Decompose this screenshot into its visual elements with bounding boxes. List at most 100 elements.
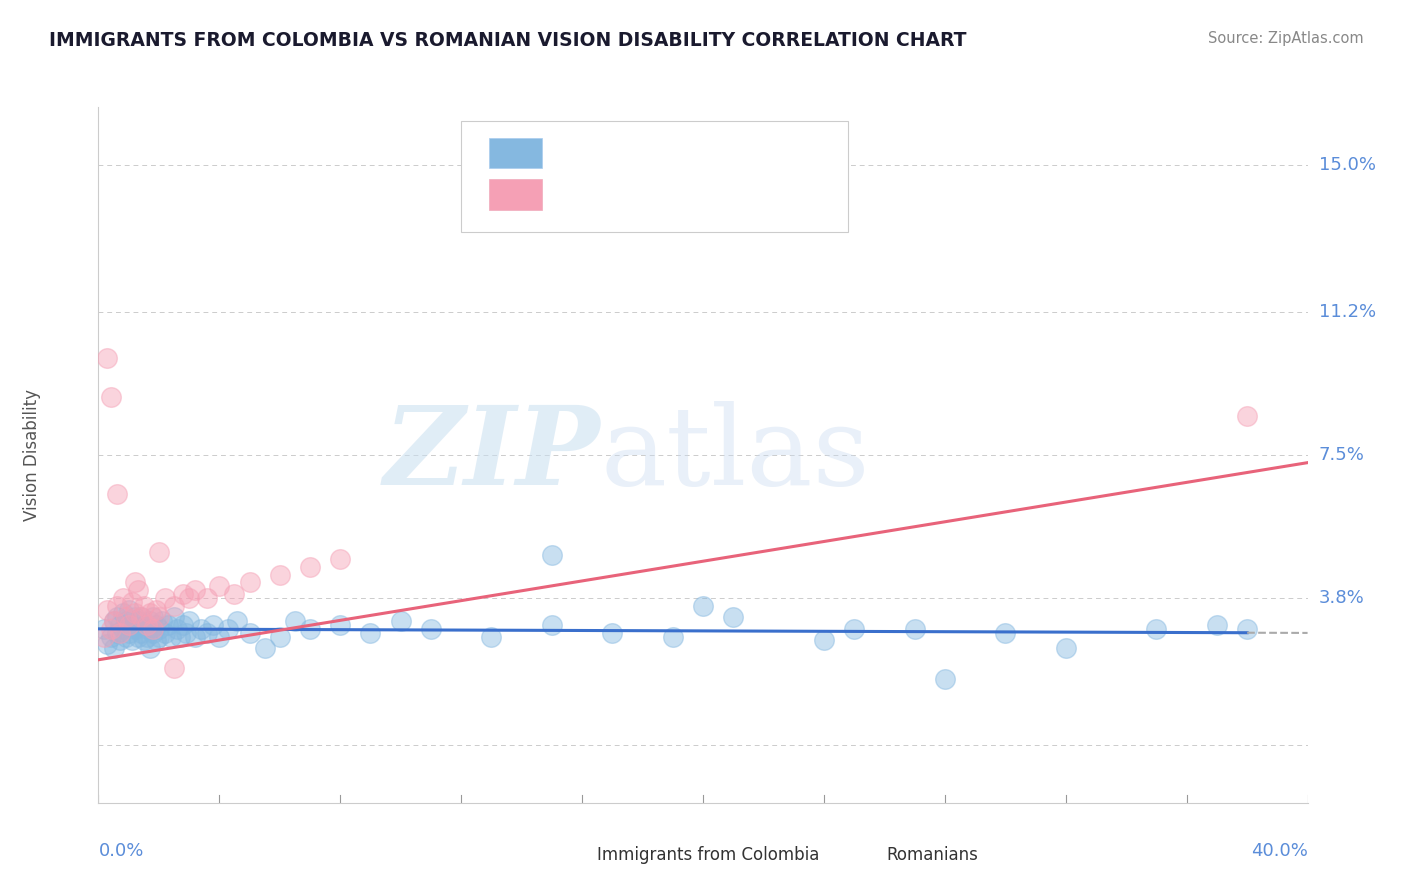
- Point: [132, 599, 155, 613]
- Point: [1236, 409, 1258, 424]
- Point: [239, 575, 262, 590]
- Point: [100, 390, 122, 404]
- Point: [389, 614, 412, 628]
- Point: [172, 587, 194, 601]
- Point: [111, 591, 134, 605]
- Point: [540, 549, 562, 563]
- Point: [124, 622, 146, 636]
- FancyBboxPatch shape: [533, 844, 591, 870]
- Point: [114, 614, 136, 628]
- Point: [139, 641, 162, 656]
- Point: [163, 660, 186, 674]
- Point: [184, 630, 207, 644]
- Point: [111, 622, 134, 636]
- Point: [103, 614, 125, 628]
- Point: [93, 630, 115, 644]
- Point: [163, 599, 186, 613]
- Point: [195, 625, 218, 640]
- Point: [108, 633, 131, 648]
- Point: [148, 544, 170, 558]
- Point: [1206, 618, 1229, 632]
- Point: [195, 591, 218, 605]
- Point: [139, 607, 162, 621]
- Point: [100, 622, 122, 636]
- Text: ZIP: ZIP: [384, 401, 600, 508]
- Text: Source: ZipAtlas.com: Source: ZipAtlas.com: [1208, 31, 1364, 46]
- Point: [813, 633, 835, 648]
- Point: [904, 622, 927, 636]
- Point: [602, 625, 624, 640]
- Point: [124, 607, 146, 621]
- Point: [994, 625, 1017, 640]
- Point: [103, 641, 125, 656]
- Text: atlas: atlas: [600, 401, 870, 508]
- Point: [142, 625, 165, 640]
- Text: R = -0.021: R = -0.021: [561, 145, 655, 163]
- Point: [253, 641, 276, 656]
- Point: [124, 610, 146, 624]
- Point: [169, 630, 191, 644]
- Point: [172, 618, 194, 632]
- Point: [121, 618, 143, 632]
- Point: [121, 633, 143, 648]
- Point: [239, 625, 262, 640]
- Text: 15.0%: 15.0%: [1319, 156, 1375, 174]
- Point: [111, 607, 134, 621]
- Point: [105, 599, 128, 613]
- Point: [142, 622, 165, 636]
- Text: 7.5%: 7.5%: [1319, 446, 1365, 464]
- Point: [129, 625, 152, 640]
- Point: [190, 622, 212, 636]
- Point: [692, 599, 714, 613]
- Point: [360, 625, 382, 640]
- Point: [721, 610, 744, 624]
- Point: [105, 610, 128, 624]
- Point: [127, 583, 149, 598]
- Point: [1236, 622, 1258, 636]
- Text: Vision Disability: Vision Disability: [22, 389, 41, 521]
- Point: [299, 560, 322, 574]
- Point: [145, 618, 167, 632]
- Point: [96, 602, 118, 616]
- Point: [184, 583, 207, 598]
- Point: [177, 614, 201, 628]
- Point: [96, 351, 118, 366]
- Point: [166, 622, 188, 636]
- Text: Romanians: Romanians: [887, 846, 979, 864]
- Point: [135, 630, 157, 644]
- Point: [148, 630, 170, 644]
- Text: 0.0%: 0.0%: [98, 842, 143, 860]
- FancyBboxPatch shape: [461, 121, 848, 232]
- Point: [127, 614, 149, 628]
- Point: [217, 622, 239, 636]
- Point: [150, 614, 173, 628]
- Text: Immigrants from Colombia: Immigrants from Colombia: [596, 846, 818, 864]
- Point: [329, 552, 352, 566]
- Point: [135, 622, 157, 636]
- Point: [160, 630, 183, 644]
- Point: [121, 595, 143, 609]
- Point: [105, 486, 128, 500]
- Point: [153, 625, 176, 640]
- Point: [1054, 641, 1077, 656]
- Point: [208, 579, 231, 593]
- Point: [132, 633, 155, 648]
- Point: [135, 618, 157, 632]
- Point: [114, 610, 136, 624]
- Point: [224, 587, 246, 601]
- Point: [156, 618, 179, 632]
- Text: 3.8%: 3.8%: [1319, 589, 1364, 607]
- Point: [1144, 622, 1167, 636]
- Text: 40.0%: 40.0%: [1251, 842, 1308, 860]
- Point: [208, 630, 231, 644]
- Text: R =  0.381: R = 0.381: [561, 187, 654, 205]
- Point: [481, 630, 503, 644]
- Point: [202, 618, 225, 632]
- Point: [93, 622, 115, 636]
- Point: [105, 625, 128, 640]
- Point: [108, 625, 131, 640]
- Point: [145, 633, 167, 648]
- Point: [844, 622, 866, 636]
- Point: [108, 618, 131, 632]
- Point: [226, 614, 249, 628]
